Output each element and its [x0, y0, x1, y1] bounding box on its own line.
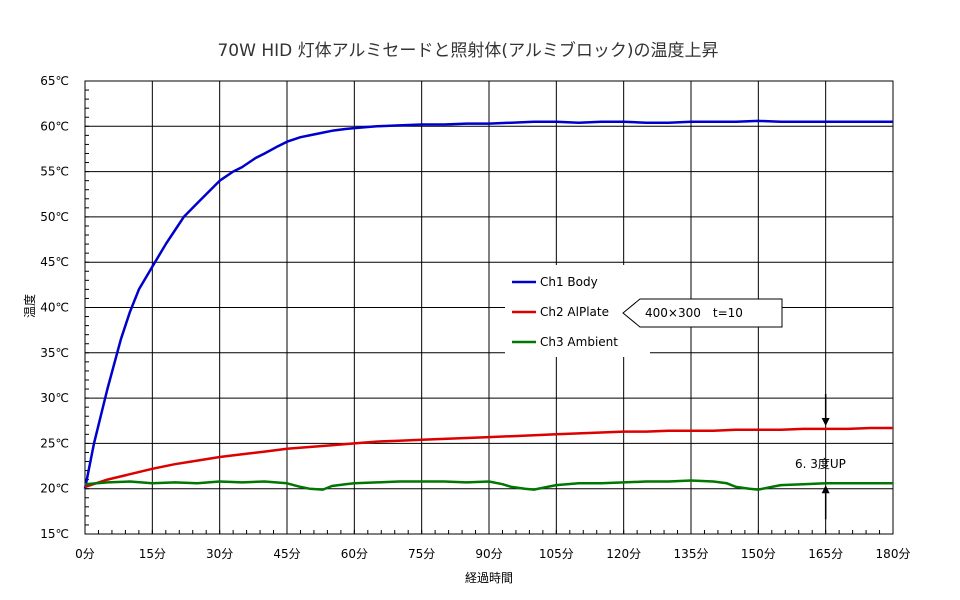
y-tick-label: 40℃: [40, 301, 69, 315]
y-tick-label: 60℃: [40, 119, 69, 133]
y-tick-label: 20℃: [40, 482, 69, 496]
x-tick-label: 180分: [876, 547, 911, 561]
plate-size-callout: 400×300 t=10: [622, 298, 783, 328]
plot-frame: [84, 80, 894, 535]
y-tick-label: 55℃: [40, 165, 69, 179]
rise-text: 6. 3度UP: [795, 456, 846, 471]
legend: Ch1 Body Ch2 AlPlate Ch3 Ambient: [505, 265, 650, 357]
y-tick-label: 25℃: [40, 436, 69, 450]
chart-title: 70W HID 灯体アルミセードと照射体(アルミブロック)の温度上昇: [217, 40, 718, 61]
x-tick-label: 165分: [808, 547, 843, 561]
series-line-ch1: [83, 119, 893, 489]
y-tick-label: 35℃: [40, 346, 69, 360]
series-lines: [83, 119, 893, 491]
y-tick-label: 65℃: [40, 74, 69, 88]
callout-text: 400×300 t=10: [645, 306, 743, 320]
y-tick-label: 30℃: [40, 391, 69, 405]
callout-arrow-box: [622, 298, 783, 328]
rise-arrowhead-bottom: [821, 485, 830, 494]
x-tick-label: 75分: [408, 547, 435, 561]
legend-label-ch3: Ch3 Ambient: [540, 335, 618, 349]
x-tick-label: 15分: [139, 547, 166, 561]
x-tick-label: 150分: [741, 547, 776, 561]
legend-label-ch2: Ch2 AlPlate: [540, 305, 609, 319]
x-tick-label: 0分: [75, 547, 95, 561]
legend-label-ch1: Ch1 Body: [540, 275, 598, 289]
x-axis-label: 経過時間: [465, 571, 513, 585]
y-axis-label: 温度: [22, 294, 37, 318]
temperature-rise-annotation: 6. 3度UP: [795, 393, 846, 520]
x-tick-label: 90分: [475, 547, 502, 561]
y-tick-label: 15℃: [40, 527, 69, 541]
x-tick-label: 135分: [674, 547, 709, 561]
x-tick-label: 60分: [341, 547, 368, 561]
x-tick-label: 105分: [539, 547, 574, 561]
x-tick-label: 120分: [606, 547, 641, 561]
series-line-ch3: [84, 479, 893, 491]
rise-arrowhead-top: [821, 417, 830, 426]
x-tick-label: 45分: [273, 547, 300, 561]
x-tick-label: 30分: [206, 547, 233, 561]
y-tick-labels: 15℃ 20℃ 25℃ 30℃ 35℃ 40℃ 45℃ 50℃ 55℃ 60℃ 65℃: [40, 74, 69, 541]
x-tick-labels: 0分 15分 30分 45分 60分 75分 90分 105分 120分 135分 150分 165分…: [75, 547, 910, 561]
y-tick-label: 50℃: [40, 210, 69, 224]
y-tick-label: 45℃: [40, 255, 69, 269]
series-line-ch2: [84, 426, 893, 489]
